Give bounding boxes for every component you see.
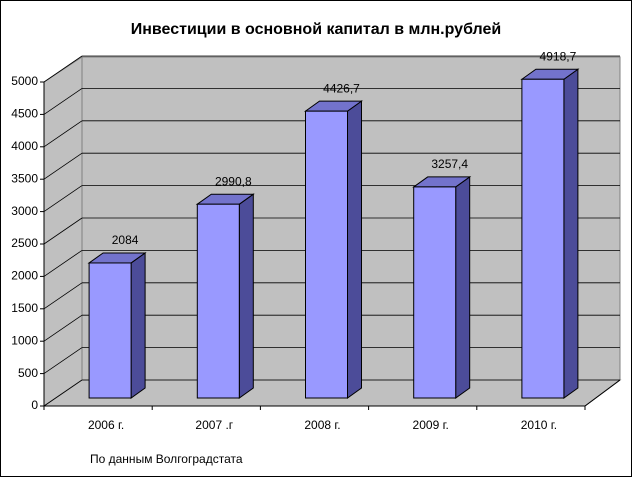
y-tick-label: 1000 [11,333,38,347]
bar-side [130,251,146,399]
x-tick-label: 2009 г. [413,418,449,432]
value-label: 2990,8 [215,174,252,188]
grid-line [43,55,83,83]
y-tick-label: 0 [31,398,38,412]
value-label: 4918,7 [540,49,577,63]
chart-title: Инвестиции в основной капитал в млн.рубл… [131,21,502,38]
grid-line [43,152,83,180]
value-label: 2084 [112,233,139,247]
grid-line [43,120,83,148]
source-note: По данным Волгоградстата [90,452,243,466]
x-tick-label: 2010 г. [521,418,557,432]
bar-side [563,68,579,399]
grid-line [43,217,83,245]
y-tick-label: 4000 [11,139,38,153]
x-tick-label: 2006 г. [88,418,124,432]
y-tick-label: 3500 [11,171,38,185]
grid-line [43,379,83,407]
y-tick-label: 5000 [11,74,38,88]
bar [196,203,240,399]
y-tick-label: 2500 [11,236,38,250]
bar [521,78,565,399]
grid-line [43,88,83,115]
bar-side [455,175,471,399]
bar-side [347,100,362,399]
y-tick-label: 1500 [11,301,38,315]
x-tick-label: 2007 .г [195,418,233,432]
grid-line [43,185,83,212]
grid-line [43,314,83,342]
bar-side [238,193,254,399]
grid-line [43,282,83,310]
x-tick-label: 2008 г. [304,418,340,432]
side-wall [43,56,83,407]
value-label: 4426,7 [323,81,360,95]
bar [88,262,132,399]
bar [305,110,348,399]
y-tick-label: 4500 [11,107,38,121]
y-tick-label: 500 [18,366,38,380]
value-label: 3257,4 [431,157,468,171]
y-tick-label: 3000 [11,204,38,218]
grid-line [43,250,83,277]
grid-line [43,347,83,374]
y-tick-label: 2000 [11,269,38,283]
bar [413,186,457,399]
